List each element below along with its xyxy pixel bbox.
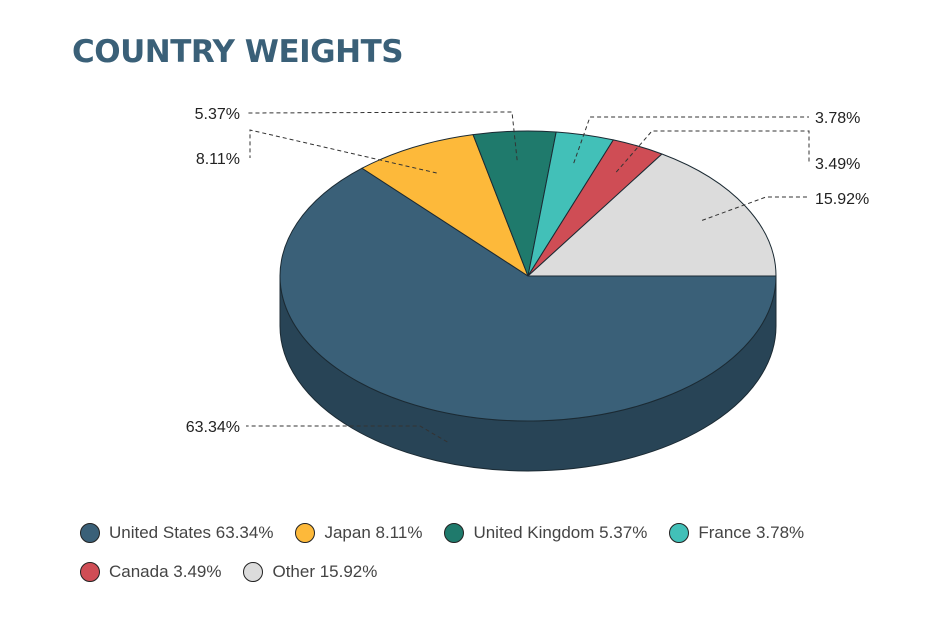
legend-item-france[interactable]: France 3.78% bbox=[669, 520, 804, 546]
pie-slice-other bbox=[527, 153, 777, 277]
leader-line-united-kingdom bbox=[245, 111, 518, 161]
legend-swatch bbox=[444, 523, 465, 543]
slice-label-other: 15.92% bbox=[815, 191, 869, 208]
legend-swatch bbox=[80, 562, 100, 582]
legend-label: Japan 8.11% bbox=[324, 523, 423, 542]
leader-line-japan bbox=[249, 129, 437, 174]
legend-swatch bbox=[80, 523, 100, 543]
legend-label: Other 15.92% bbox=[272, 562, 378, 581]
slice-label-france: 3.78% bbox=[815, 110, 860, 127]
legend-item-united-states[interactable]: United States 63.34% bbox=[80, 520, 273, 546]
legend-item-japan[interactable]: Japan 8.11% bbox=[295, 520, 422, 546]
legend-item-canada[interactable]: Canada 3.49% bbox=[80, 559, 221, 585]
pie-top bbox=[279, 130, 777, 422]
legend-label: Canada 3.49% bbox=[109, 562, 222, 581]
legend-label: United Kingdom 5.37% bbox=[473, 523, 648, 542]
legend-label: United States 63.34% bbox=[109, 523, 274, 542]
pie-slice-united-states bbox=[279, 167, 777, 422]
chart-legend: United States 63.34% Japan 8.11% United Ki… bbox=[80, 520, 920, 585]
slice-label-canada: 3.49% bbox=[815, 156, 860, 173]
slice-label-united-states: 63.34% bbox=[186, 419, 240, 436]
legend-swatch bbox=[243, 562, 264, 582]
leader-line-other bbox=[701, 196, 809, 221]
legend-item-other[interactable]: Other 15.92% bbox=[243, 559, 377, 585]
legend-swatch bbox=[669, 523, 690, 543]
leader-line-canada bbox=[615, 130, 810, 173]
leader-line-united-states bbox=[246, 425, 448, 443]
legend-swatch bbox=[295, 523, 316, 543]
slice-labels: 63.34% 8.11% 5.37% 3.78% 3.49% 15.92% bbox=[186, 106, 869, 443]
legend-label: France 3.78% bbox=[698, 523, 805, 542]
slice-label-united-kingdom: 5.37% bbox=[195, 106, 240, 123]
legend-item-united-kingdom[interactable]: United Kingdom 5.37% bbox=[444, 520, 647, 546]
leader-line-france bbox=[573, 116, 809, 164]
chart-title: COUNTRY WEIGHTS bbox=[72, 34, 404, 70]
slice-label-japan: 8.11% bbox=[196, 151, 240, 168]
